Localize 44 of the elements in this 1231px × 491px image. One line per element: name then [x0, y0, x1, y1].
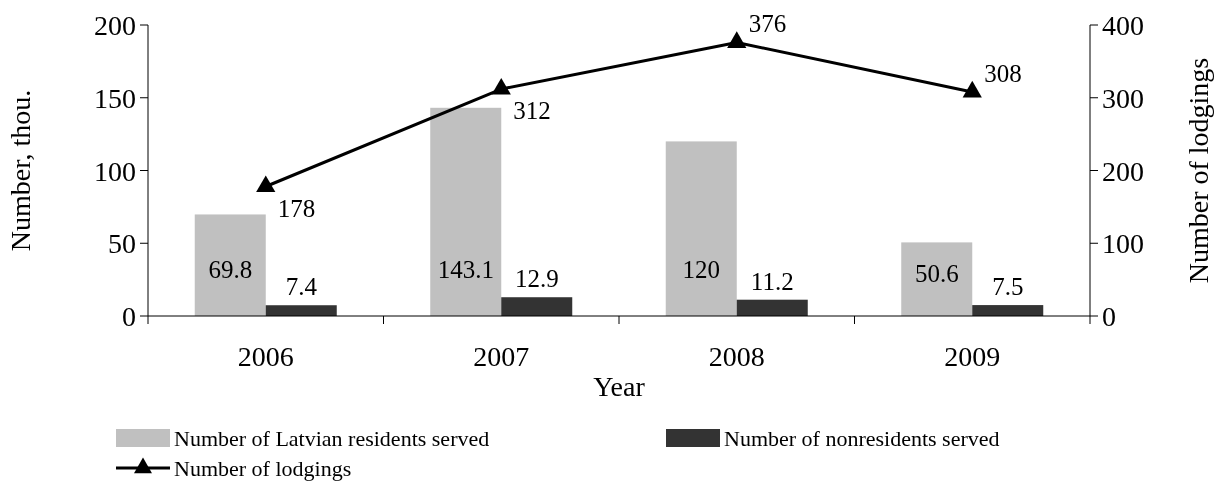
bar	[430, 107, 502, 316]
y-axis-title: Number, thou.	[5, 89, 36, 252]
data-label: 143.1	[437, 256, 494, 283]
bar	[972, 305, 1044, 316]
data-label: 7.5	[992, 273, 1024, 301]
data-label: 312	[513, 97, 551, 125]
y-tick-label: 150	[94, 82, 136, 114]
x-tick-label: 2008	[708, 341, 765, 372]
data-label: 69.8	[208, 256, 253, 283]
data-label: 11.2	[750, 267, 794, 295]
data-label: 308	[984, 59, 1022, 87]
legend-label: Number of lodgings	[174, 456, 352, 481]
data-label: 178	[277, 194, 316, 222]
y-tick-label: 50	[108, 228, 136, 260]
bar	[665, 141, 737, 316]
data-label: 120	[682, 256, 720, 283]
x-tick-label: 2009	[944, 341, 1001, 372]
bar	[194, 214, 266, 316]
data-label: 12.9	[514, 265, 559, 293]
x-axis-title: Year	[593, 371, 646, 402]
legend-label: Number of nonresidents served	[724, 426, 1000, 451]
bar	[501, 297, 573, 316]
y-tick-label: 0	[122, 301, 136, 332]
y-tick-label: 100	[94, 155, 136, 187]
y2-tick-label: 400	[1102, 10, 1144, 41]
data-label: 376	[748, 10, 787, 38]
point	[256, 175, 276, 193]
y2-tick-label: 100	[1102, 228, 1144, 260]
y-tick-label: 200	[94, 10, 136, 41]
data-label: 50.6	[914, 260, 959, 288]
point	[727, 31, 747, 49]
y2-tick-label: 200	[1102, 155, 1144, 187]
bar	[901, 242, 973, 316]
x-tick-label: 2006	[237, 341, 294, 372]
legend-label: Number of Latvian residents served	[174, 426, 490, 451]
bar	[265, 305, 337, 316]
x-tick-label: 2007	[473, 341, 530, 372]
point	[962, 80, 982, 98]
data-label: 7.4	[285, 273, 318, 301]
point	[491, 77, 511, 95]
y2-axis-title: Number of lodgings	[1183, 57, 1214, 284]
bar	[736, 299, 808, 316]
y2-tick-label: 300	[1102, 82, 1144, 114]
y2-tick-label: 0	[1102, 301, 1116, 332]
